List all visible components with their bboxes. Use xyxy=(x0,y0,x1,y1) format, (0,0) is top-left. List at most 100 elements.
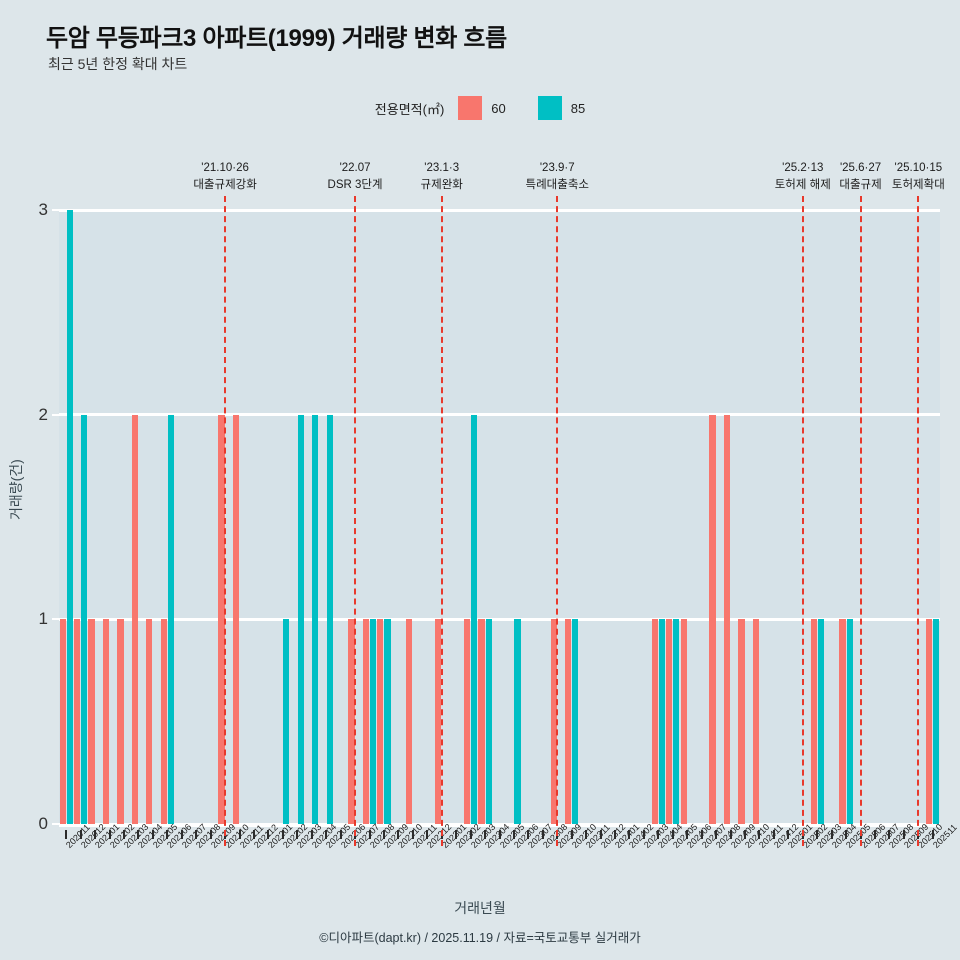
bar-202303-85[interactable] xyxy=(471,414,478,824)
bar-202503-60[interactable] xyxy=(810,619,817,824)
x-tick-202201 xyxy=(267,830,270,839)
bar-202208-85[interactable] xyxy=(369,619,377,824)
legend: 전용면적(㎡) 60 85 xyxy=(0,96,960,120)
bar-202011-60[interactable] xyxy=(59,619,66,824)
bar-202105-60[interactable] xyxy=(146,619,153,824)
x-tick-202102 xyxy=(108,830,111,839)
x-tick-202406 xyxy=(686,830,689,839)
bar-202304-85[interactable] xyxy=(485,619,492,824)
page-title: 두암 무등파크3 아파트(1999) 거래량 변화 흐름 xyxy=(46,25,507,52)
event-date-202502: '25.2·13 xyxy=(782,162,824,174)
bar-202404-85[interactable] xyxy=(658,619,665,824)
bar-202410-60[interactable] xyxy=(738,619,745,824)
x-tick-202310 xyxy=(570,830,573,839)
x-tick-202212 xyxy=(426,830,429,839)
bar-202309-60[interactable] xyxy=(550,619,557,824)
bar-202205-85[interactable] xyxy=(326,414,333,824)
x-tick-202410 xyxy=(744,830,747,839)
bar-202208-60[interactable] xyxy=(362,619,370,824)
x-tick-202205 xyxy=(325,830,328,839)
y-tick-label-2: 2 xyxy=(38,404,48,424)
bar-202106-60[interactable] xyxy=(160,619,167,824)
bar-202405-60[interactable] xyxy=(666,619,673,824)
x-tick-202311 xyxy=(585,830,588,839)
x-tick-202206 xyxy=(339,830,342,839)
y-tick-mark-2 xyxy=(52,413,59,416)
legend-swatch-85 xyxy=(537,96,562,120)
bar-202404-60[interactable] xyxy=(651,619,658,824)
x-tick-202509 xyxy=(902,830,905,839)
bar-202408-60[interactable] xyxy=(709,414,716,824)
bar-202101-60[interactable] xyxy=(88,619,95,824)
bar-202204-85[interactable] xyxy=(312,414,319,824)
legend-label-60: 60 xyxy=(491,100,506,116)
bar-202304-60[interactable] xyxy=(478,619,485,824)
bar-202209-85[interactable] xyxy=(384,619,391,824)
x-tick-202411 xyxy=(758,830,761,839)
bar-202503-85[interactable] xyxy=(817,619,824,824)
bar-202111-60[interactable] xyxy=(232,414,240,824)
event-name-202309: 특례대출축소 xyxy=(525,179,590,191)
x-tick-202210 xyxy=(397,830,400,839)
x-tick-202106 xyxy=(166,830,169,839)
bar-202511-60[interactable] xyxy=(926,619,933,824)
bar-202110-60[interactable] xyxy=(218,414,225,824)
bar-202405-85[interactable] xyxy=(673,619,680,824)
legend-item-60[interactable]: 60 xyxy=(458,96,506,120)
x-tick-202104 xyxy=(137,830,140,839)
bar-202409-60[interactable] xyxy=(723,414,731,824)
bar-202209-60[interactable] xyxy=(377,619,384,824)
bar-202207-60[interactable] xyxy=(348,619,355,824)
x-tick-202306 xyxy=(512,830,515,839)
event-line-202502 xyxy=(801,196,804,846)
legend-title: 전용면적(㎡) xyxy=(374,101,445,117)
event-label-202301: '23.1·3 규제완화 xyxy=(421,160,463,194)
x-tick-202305 xyxy=(498,830,501,839)
bar-202012-60[interactable] xyxy=(74,619,81,824)
x-tick-202209 xyxy=(382,830,385,839)
x-tick-202208 xyxy=(368,830,371,839)
x-tick-202408 xyxy=(715,830,718,839)
event-date-202301: '23.1·3 xyxy=(424,162,460,174)
bar-202202-85[interactable] xyxy=(283,619,290,824)
bar-202103-60[interactable] xyxy=(117,619,124,824)
bar-202203-85[interactable] xyxy=(297,414,304,824)
bar-202104-60[interactable] xyxy=(131,414,138,824)
bar-202012-85[interactable] xyxy=(81,414,88,824)
bar-202306-85[interactable] xyxy=(514,619,521,824)
legend-item-85[interactable]: 85 xyxy=(537,96,585,120)
bar-202505-85[interactable] xyxy=(846,619,853,824)
x-tick-202012 xyxy=(79,830,82,839)
y-tick-mark-0 xyxy=(52,823,59,825)
event-line-202110 xyxy=(224,196,227,846)
x-tick-202405 xyxy=(671,830,674,839)
x-tick-202401 xyxy=(614,830,617,839)
event-date-202110: '21.10·26 xyxy=(201,162,249,174)
event-name-202506: 대출규제 xyxy=(839,179,882,191)
x-tick-202404 xyxy=(657,830,660,839)
x-tick-202103 xyxy=(122,830,125,839)
bar-202011-85[interactable] xyxy=(66,210,73,824)
gridline-y-3 xyxy=(59,208,940,212)
x-tick-202503 xyxy=(816,830,819,839)
bar-202106-85[interactable] xyxy=(167,414,174,824)
bar-202310-60[interactable] xyxy=(565,619,572,824)
x-tick-202507 xyxy=(874,830,876,839)
bar-202406-60[interactable] xyxy=(680,619,687,824)
bar-202511-85[interactable] xyxy=(933,619,940,824)
bar-202301-60[interactable] xyxy=(435,619,442,824)
bar-202102-60[interactable] xyxy=(102,619,110,824)
bar-202211-60[interactable] xyxy=(406,619,413,824)
x-tick-202403 xyxy=(642,830,645,839)
event-name-202110: 대출규제강화 xyxy=(193,179,257,191)
bar-202310-85[interactable] xyxy=(572,619,579,824)
page-subtitle: 최근 5년 한정 확대 차트 xyxy=(48,56,188,72)
y-tick-label-0: 0 xyxy=(38,814,48,833)
x-tick-202304 xyxy=(484,830,487,839)
bar-202303-60[interactable] xyxy=(463,619,471,824)
bar-202411-60[interactable] xyxy=(752,619,759,824)
bar-202505-60[interactable] xyxy=(839,619,846,824)
x-tick-202203 xyxy=(296,830,299,839)
x-tick-202109 xyxy=(209,830,212,839)
event-date-202510: '25.10·15 xyxy=(894,162,943,174)
